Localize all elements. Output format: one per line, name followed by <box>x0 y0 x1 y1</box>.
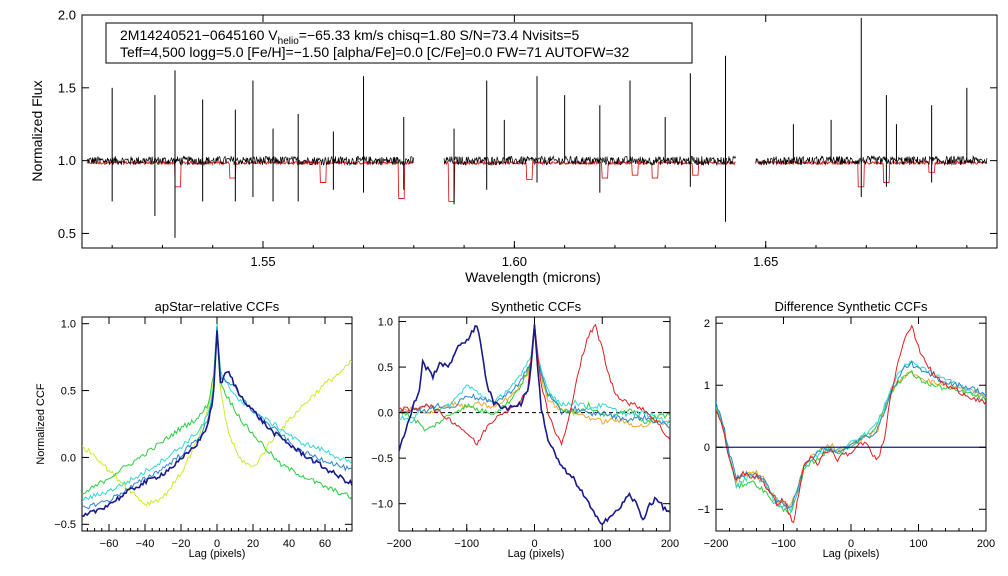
apstar-ccf-axis-ticks: −60 −40 −20 0 20 40 60 −0.5 0.0 0.5 1.0 <box>54 317 352 550</box>
difference-ccf-axis-ticks: −200 −100 0 100 200 −1 0 1 2 <box>697 317 995 550</box>
difference-ccf-panel: Difference Synthetic CCFs −200 −100 0 100 20… <box>697 299 995 560</box>
x-tick-label: −200 <box>387 538 412 550</box>
x-tick-label: 20 <box>247 538 259 550</box>
ccf-lines <box>82 323 352 517</box>
y-tick-label: 0.0 <box>61 452 76 464</box>
y-tick-label: 0.5 <box>378 362 393 374</box>
x-tick-label: −60 <box>100 538 119 550</box>
spectrum-plot-frame <box>81 14 998 249</box>
observed-spectrum-chip-2 <box>443 155 736 167</box>
difference-ccf-title: Difference Synthetic CCFs <box>775 299 928 314</box>
x-tick-label: 200 <box>977 538 995 550</box>
y-tick-label: 1.0 <box>58 153 76 168</box>
ccf-series-template <box>399 324 670 526</box>
x-tick-label: 100 <box>593 538 611 550</box>
y-tick-label: −0.5 <box>371 453 393 465</box>
info-box <box>105 22 693 64</box>
y-tick-label: 2.0 <box>58 8 76 23</box>
info-line-1: 2M14240521−0645160 Vhelio=−65.33 km/s ch… <box>120 27 580 47</box>
ccf-series-visit-1 <box>82 330 352 517</box>
y-tick-label: 0.5 <box>58 226 76 241</box>
x-tick-label: 40 <box>283 538 295 550</box>
observed-spectrum-chip-3 <box>755 154 988 166</box>
model-spectrum-chip-3 <box>755 159 988 188</box>
x-tick-label: −200 <box>704 538 729 550</box>
y-tick-label: 1.5 <box>58 80 76 95</box>
y-tick-label: 0.0 <box>378 407 393 419</box>
ccf-lines <box>716 324 986 524</box>
x-tick-label: 100 <box>909 538 927 550</box>
y-tick-label: 0 <box>704 442 710 454</box>
difference-ccf-data <box>716 324 986 524</box>
ccf-series-visit-2 <box>716 359 986 509</box>
model-spectrum-chip-1 <box>86 159 414 199</box>
difference-ccf-x-axis-label: Lag (pixels) <box>823 548 880 560</box>
apstar-ccf-data <box>82 323 352 517</box>
apstar-ccf-title: apStar−relative CCFs <box>155 299 280 314</box>
synthetic-ccf-panel: Synthetic CCFs −200 −100 0 100 200 −1.0 −0.5 0.… <box>371 299 679 560</box>
y-tick-label: −1 <box>697 504 710 516</box>
y-tick-label: 2 <box>704 318 710 330</box>
spectrum-axis-ticks: 1.55 1.60 1.65 0.5 1.0 1.5 2.0 <box>58 8 997 269</box>
synthetic-ccf-x-axis-label: Lag (pixels) <box>508 548 565 560</box>
y-tick-label: 0.5 <box>61 385 76 397</box>
spectrum-panel: 1.55 1.60 1.65 0.5 1.0 1.5 2.0 2M14240521−0645… <box>29 8 998 285</box>
x-tick-label: 0 <box>214 538 220 550</box>
observed-spectrum-chip-1 <box>86 155 415 167</box>
x-tick-label: −100 <box>771 538 796 550</box>
apstar-ccf-y-axis-label: Normalized CCF <box>35 383 47 465</box>
x-tick-label: 1.60 <box>502 254 527 269</box>
apstar-ccf-panel: apStar−relative CCFs −60 −40 −20 0 20 40 60 −0.… <box>35 299 353 560</box>
y-tick-label: 1.0 <box>61 319 76 331</box>
ccf-series-visit-1 <box>716 324 986 524</box>
x-tick-label: 200 <box>661 538 679 550</box>
spectrum-y-axis-label: Normalized Flux <box>29 80 45 181</box>
x-tick-label: 0 <box>848 538 854 550</box>
x-tick-label: −20 <box>172 538 191 550</box>
x-tick-label: 1.65 <box>753 254 778 269</box>
y-tick-label: 1.0 <box>378 316 393 328</box>
y-tick-label: 1 <box>704 380 710 392</box>
x-tick-label: −100 <box>454 538 479 550</box>
y-tick-label: −0.5 <box>54 519 76 531</box>
x-tick-label: 1.55 <box>250 254 275 269</box>
apstar-ccf-x-axis-label: Lag (pixels) <box>189 548 246 560</box>
synthetic-ccf-title: Synthetic CCFs <box>491 299 582 314</box>
y-tick-label: −1.0 <box>371 499 393 511</box>
x-tick-label: 0 <box>531 538 537 550</box>
info-line-2: Teff=4,500 logg=5.0 [Fe/H]=−1.50 [alpha/… <box>120 44 629 60</box>
x-tick-label: 60 <box>319 538 331 550</box>
spectrum-x-axis-label: Wavelength (microns) <box>465 269 601 285</box>
spectrum-data <box>86 17 988 238</box>
synthetic-ccf-axis-ticks: −200 −100 0 100 200 −1.0 −0.5 0.0 0.5 1.0 <box>371 316 679 550</box>
x-tick-label: −40 <box>136 538 155 550</box>
